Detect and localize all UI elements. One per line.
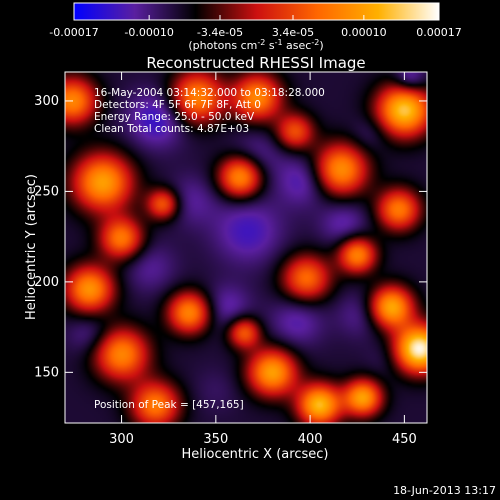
x-tick-label: 350 (203, 432, 228, 447)
x-tick-label: 400 (298, 432, 323, 447)
plot-frame (64, 71, 428, 424)
y-tick-label: 200 (34, 275, 59, 290)
colorbar-bar (73, 2, 440, 21)
annotation-energy-range: Energy Range: 25.0 - 50.0 keV (94, 111, 255, 123)
colorbar-tick-label: 0.00017 (416, 26, 462, 39)
colorbar-tick-label: 0.00010 (341, 26, 387, 39)
colorbar-tick-label: -3.4e-05 (197, 26, 243, 39)
y-tick-label: 250 (34, 184, 59, 199)
annotation-time-range: 16-May-2004 03:14:32.000 to 03:18:28.000 (94, 87, 325, 99)
annotation-detectors: Detectors: 4F 5F 6F 7F 8F, Att 0 (94, 99, 261, 111)
timestamp-footer: 18-Jun-2013 13:17 (393, 484, 496, 497)
annotation-clean-counts: Clean Total counts: 4.87E+03 (94, 123, 249, 135)
plot-annotations: 16-May-2004 03:14:32.000 to 03:18:28.000… (94, 87, 325, 411)
x-tick-label: 450 (392, 432, 417, 447)
heatmap-image (65, 72, 427, 423)
y-axis-label: Heliocentric Y (arcsec) (24, 174, 39, 320)
x-tick-label: 300 (109, 432, 134, 447)
colorbar-tick-label: 3.4e-05 (272, 26, 314, 39)
y-axis-ticks: 150 200 250 300 (34, 94, 427, 380)
colorbar-tick-label: -0.00017 (49, 26, 98, 39)
colorbar-tick-label: -0.00010 (124, 26, 173, 39)
colorbar-ticks: -0.00017 -0.00010 -3.4e-05 3.4e-05 0.00010 0.… (49, 15, 462, 39)
plot-title: Reconstructed RHESSI Image (146, 54, 365, 72)
y-tick-label: 300 (34, 94, 59, 109)
x-axis-label: Heliocentric X (arcsec) (182, 447, 329, 462)
y-tick-label: 150 (34, 365, 59, 380)
annotation-peak-position: Position of Peak = [457,165] (94, 399, 244, 411)
colorbar: -0.00017 -0.00010 -3.4e-05 3.4e-05 0.00010 0.… (49, 2, 462, 52)
heatmap-area (65, 72, 427, 423)
x-axis-ticks: 300 350 400 450 (109, 72, 417, 447)
colorbar-units-label: (photons cm-2 s-1 asec-2) (188, 38, 323, 52)
